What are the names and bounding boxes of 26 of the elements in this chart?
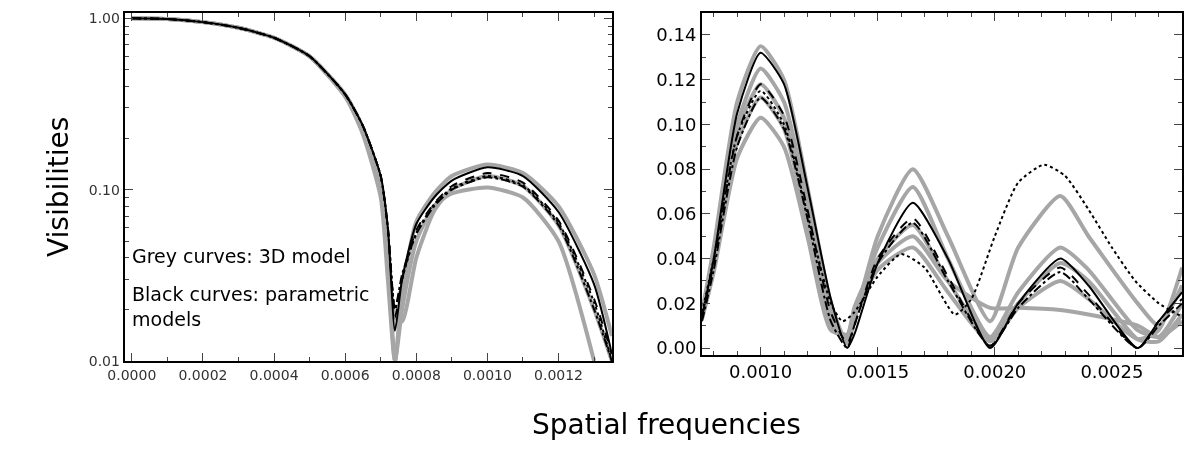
x-tick-label: 0.0025 (1080, 361, 1144, 383)
x-tick-label: 0.0002 (178, 366, 228, 383)
y-tick-label: 0.00 (656, 337, 697, 359)
y-tick-label: 0.10 (88, 181, 120, 198)
y-tick-label: 0.08 (656, 158, 697, 180)
y-tick-label: 0.02 (656, 292, 697, 314)
y-tick-label: 0.14 (656, 24, 697, 46)
y-tick-label: 0.04 (656, 247, 697, 269)
y-tick-label: 0.01 (88, 352, 120, 369)
y-tick-label: 0.06 (656, 203, 697, 225)
x-tick-label: 0.0020 (963, 361, 1027, 383)
annotation: Grey curves: 3D model (132, 245, 351, 267)
x-tick-label: 0.0010 (729, 361, 793, 383)
annotation: Black curves: parametric models (132, 283, 370, 330)
y-tick-label: 1.00 (88, 10, 120, 27)
x-tick-label: 0.0008 (391, 366, 441, 383)
x-tick-label: 0.0012 (534, 366, 584, 383)
x-axis-title: Spatial frequencies (532, 408, 801, 441)
x-tick-label: 0.0010 (462, 366, 512, 383)
y-tick-label: 0.10 (656, 113, 697, 135)
x-tick-label: 0.0000 (107, 366, 157, 383)
y-tick-label: 0.12 (656, 68, 697, 90)
x-tick-label: 0.0006 (320, 366, 370, 383)
y-axis-title: Visibilities (41, 116, 75, 257)
x-tick-label: 0.0015 (846, 361, 910, 383)
x-tick-label: 0.0004 (249, 366, 299, 383)
